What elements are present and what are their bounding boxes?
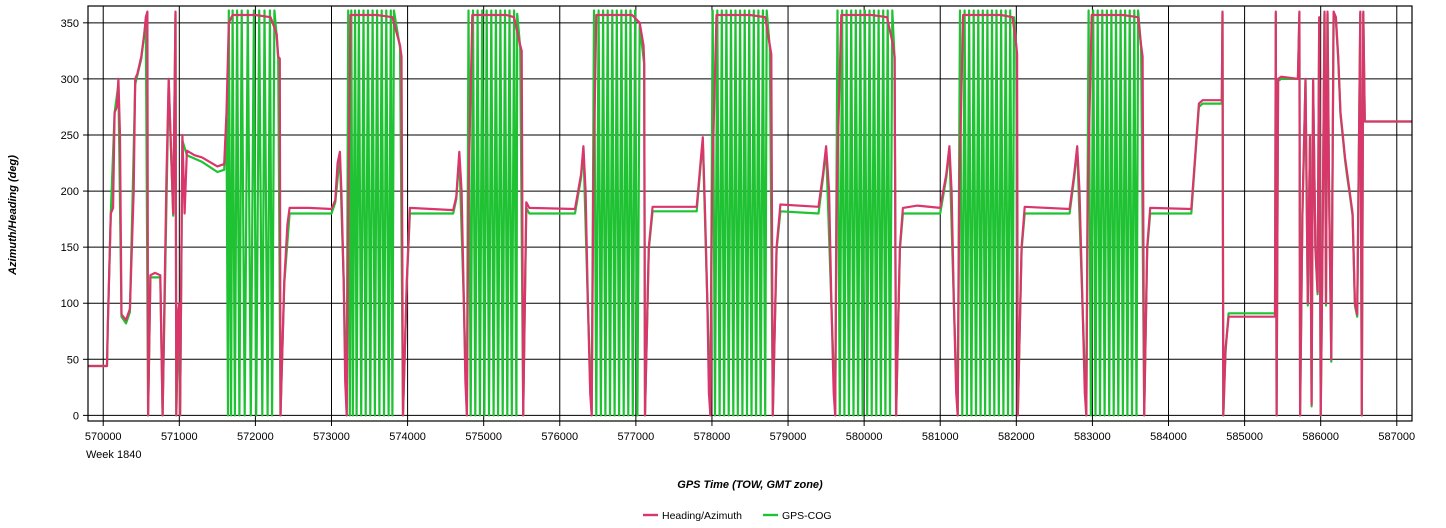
x-tick-label: 576000 [541,431,578,443]
legend-label-heading: Heading/Azimuth [662,510,742,522]
x-tick-label: 577000 [618,431,655,443]
x-tick-label: 579000 [770,431,807,443]
y-tick-label: 50 [67,354,79,366]
series-line-gps-cog [88,9,1412,417]
y-tick-label: 300 [61,74,79,86]
x-tick-label: 586000 [1302,431,1339,443]
legend: Heading/Azimuth GPS-COG [643,510,832,522]
y-tick-label: 200 [61,186,79,198]
y-tick-label: 150 [61,242,79,254]
x-tick-label: 574000 [389,431,426,443]
x-axis-sublabel: Week 1840 [86,449,141,461]
x-tick-label: 585000 [1226,431,1263,443]
plot-frame [87,5,1413,422]
x-tick-label: 575000 [465,431,502,443]
y-tick-label: 0 [73,410,79,422]
legend-label-cog: GPS-COG [782,510,832,522]
y-tick-label: 350 [61,18,79,30]
x-tick-label: 581000 [922,431,959,443]
y-tick-label: 250 [61,130,79,142]
x-tick-label: 578000 [694,431,731,443]
y-tick-label: 100 [61,298,79,310]
x-axis-title: GPS Time (TOW, GMT zone) [677,479,823,491]
x-tick-label: 580000 [846,431,883,443]
ticks-layer: 570000 571000 572000 573000 574000 575000 5760… [61,18,1416,443]
x-tick-label: 573000 [313,431,350,443]
x-tick-label: 572000 [237,431,274,443]
x-tick-label: 571000 [161,431,198,443]
x-tick-label: 570000 [85,431,122,443]
y-axis-title: Azimuth/Heading (deg) [7,155,19,276]
x-tick-label: 584000 [1150,431,1187,443]
x-tick-label: 583000 [1074,431,1111,443]
x-tick-label: 587000 [1378,431,1415,443]
series-line-heading-azimuth [88,10,1412,417]
series-layer [88,9,1412,417]
x-tick-label: 582000 [998,431,1035,443]
